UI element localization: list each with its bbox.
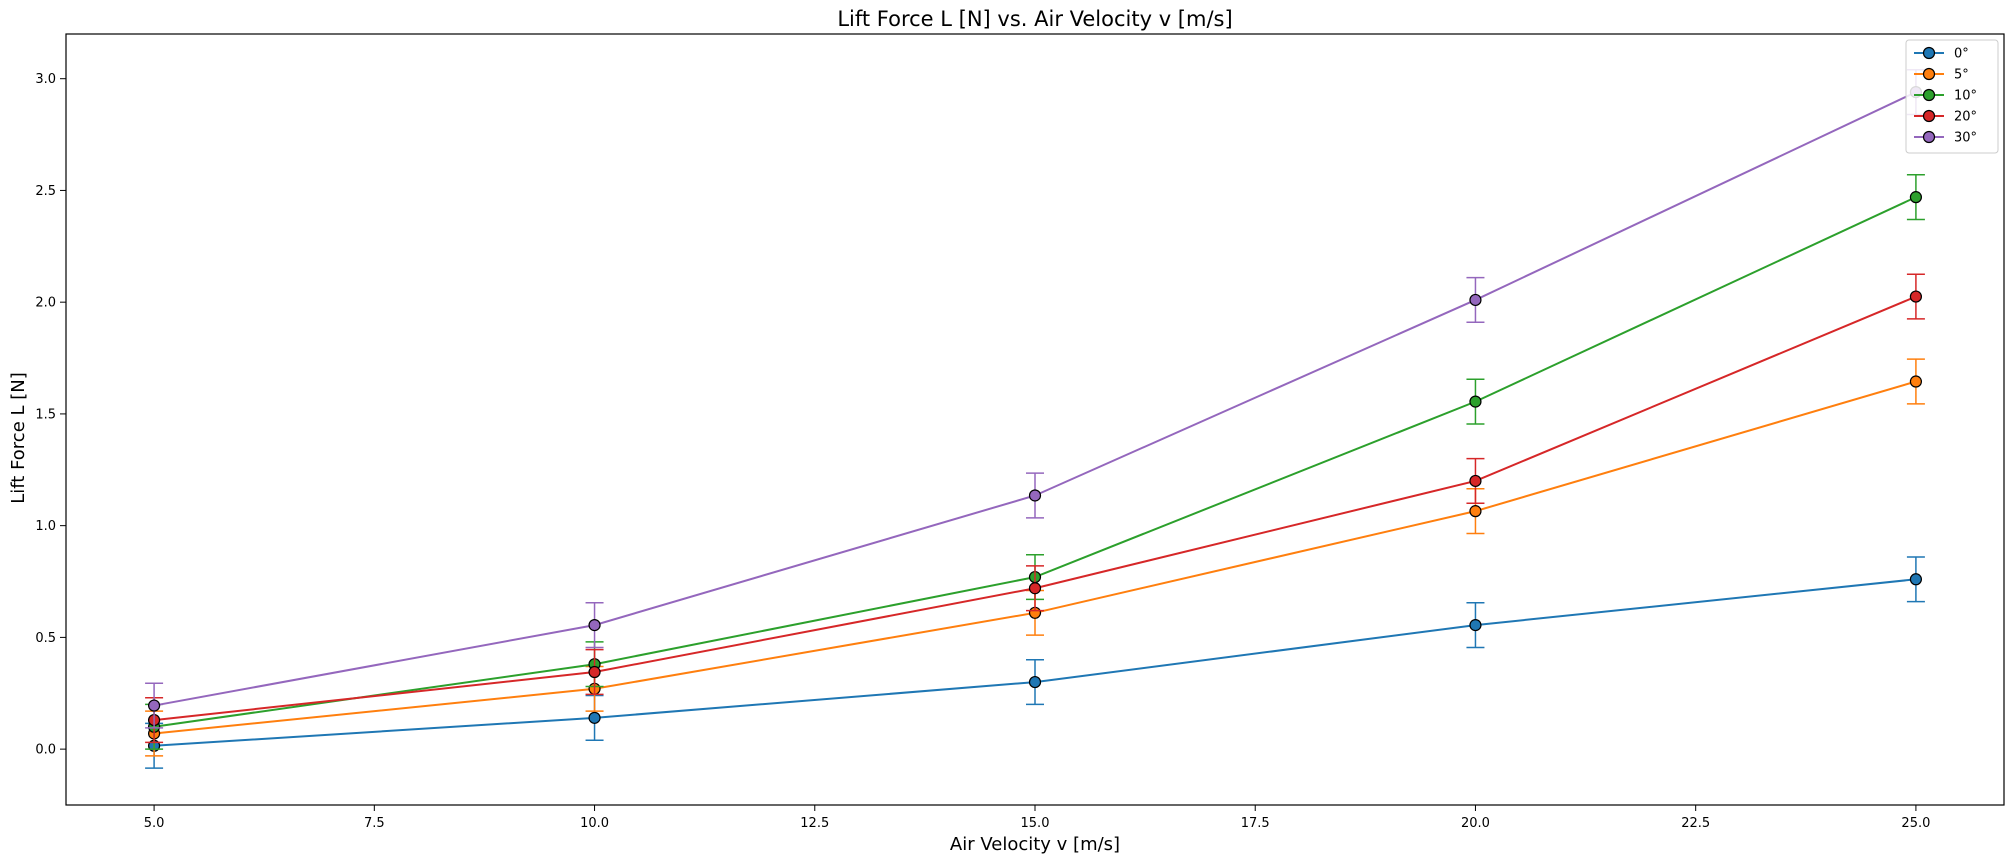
data-point bbox=[1469, 505, 1482, 518]
legend-item: 30° bbox=[1914, 131, 1977, 146]
data-point bbox=[1028, 582, 1042, 595]
x-tick-label: 17.5 bbox=[1241, 816, 1270, 831]
data-point bbox=[1469, 618, 1482, 632]
data-point bbox=[1909, 290, 1923, 303]
y-tick-label: 1.0 bbox=[35, 519, 56, 534]
series-3 bbox=[145, 273, 1925, 744]
y-tick-label: 1.5 bbox=[35, 407, 56, 422]
legend-item: 20° bbox=[1914, 110, 1977, 125]
data-point bbox=[1909, 191, 1923, 204]
data-point bbox=[1028, 489, 1042, 502]
legend-label: 0° bbox=[1954, 47, 1969, 62]
legend-item: 10° bbox=[1914, 89, 1977, 104]
series-layer bbox=[145, 69, 1925, 769]
legend-label: 5° bbox=[1954, 68, 1969, 83]
data-point bbox=[147, 699, 161, 712]
legend-item: 5° bbox=[1914, 68, 1969, 83]
y-axis-label: Lift Force L [N] bbox=[8, 372, 29, 504]
legend-marker bbox=[1922, 109, 1936, 123]
y-tick-label: 0.0 bbox=[35, 743, 56, 758]
data-point bbox=[588, 618, 601, 632]
data-point bbox=[1909, 375, 1923, 388]
y-tick-label: 0.5 bbox=[35, 631, 56, 646]
x-tick-label: 7.5 bbox=[364, 816, 385, 831]
x-tick-label: 10.0 bbox=[580, 816, 609, 831]
data-point bbox=[1909, 573, 1923, 586]
x-tick-label: 22.5 bbox=[1681, 816, 1710, 831]
legend-label: 10° bbox=[1954, 89, 1977, 104]
data-point bbox=[588, 665, 601, 679]
series-line bbox=[153, 196, 1917, 728]
plot-frame bbox=[65, 33, 2005, 806]
chart-title: Lift Force L [N] vs. Air Velocity v [m/s… bbox=[837, 7, 1232, 31]
legend-marker bbox=[1922, 67, 1936, 81]
y-tick-label: 3.0 bbox=[35, 72, 56, 87]
x-axis-label: Air Velocity v [m/s] bbox=[950, 834, 1120, 855]
x-tick-label: 25.0 bbox=[1901, 816, 1930, 831]
x-tick-label: 5.0 bbox=[144, 816, 165, 831]
data-point bbox=[588, 711, 601, 724]
data-point bbox=[1469, 293, 1482, 307]
data-point bbox=[1469, 395, 1482, 408]
legend-label: 30° bbox=[1954, 131, 1977, 146]
series-0 bbox=[145, 556, 1925, 769]
legend-item: 0° bbox=[1914, 47, 1969, 62]
y-tick-label: 2.0 bbox=[35, 296, 56, 311]
x-axis-ticks: 5.0 7.5 10.0 12.5 15.0 17.5 20.0 22.5 25.0 bbox=[144, 805, 1930, 831]
legend-label: 20° bbox=[1954, 110, 1977, 125]
legend-marker bbox=[1922, 88, 1936, 102]
y-axis-ticks: 0.0 0.5 1.0 1.5 2.0 2.5 3.0 bbox=[35, 72, 66, 758]
data-point bbox=[1469, 474, 1482, 488]
x-tick-label: 12.5 bbox=[800, 816, 829, 831]
legend-marker bbox=[1922, 46, 1936, 60]
y-tick-label: 2.5 bbox=[35, 184, 56, 199]
x-tick-label: 15.0 bbox=[1021, 816, 1050, 831]
data-point bbox=[1028, 675, 1042, 689]
legend: 0° 5° 10° 20° 30° bbox=[1905, 39, 1999, 154]
legend-marker bbox=[1922, 130, 1936, 144]
x-tick-label: 20.0 bbox=[1461, 816, 1490, 831]
